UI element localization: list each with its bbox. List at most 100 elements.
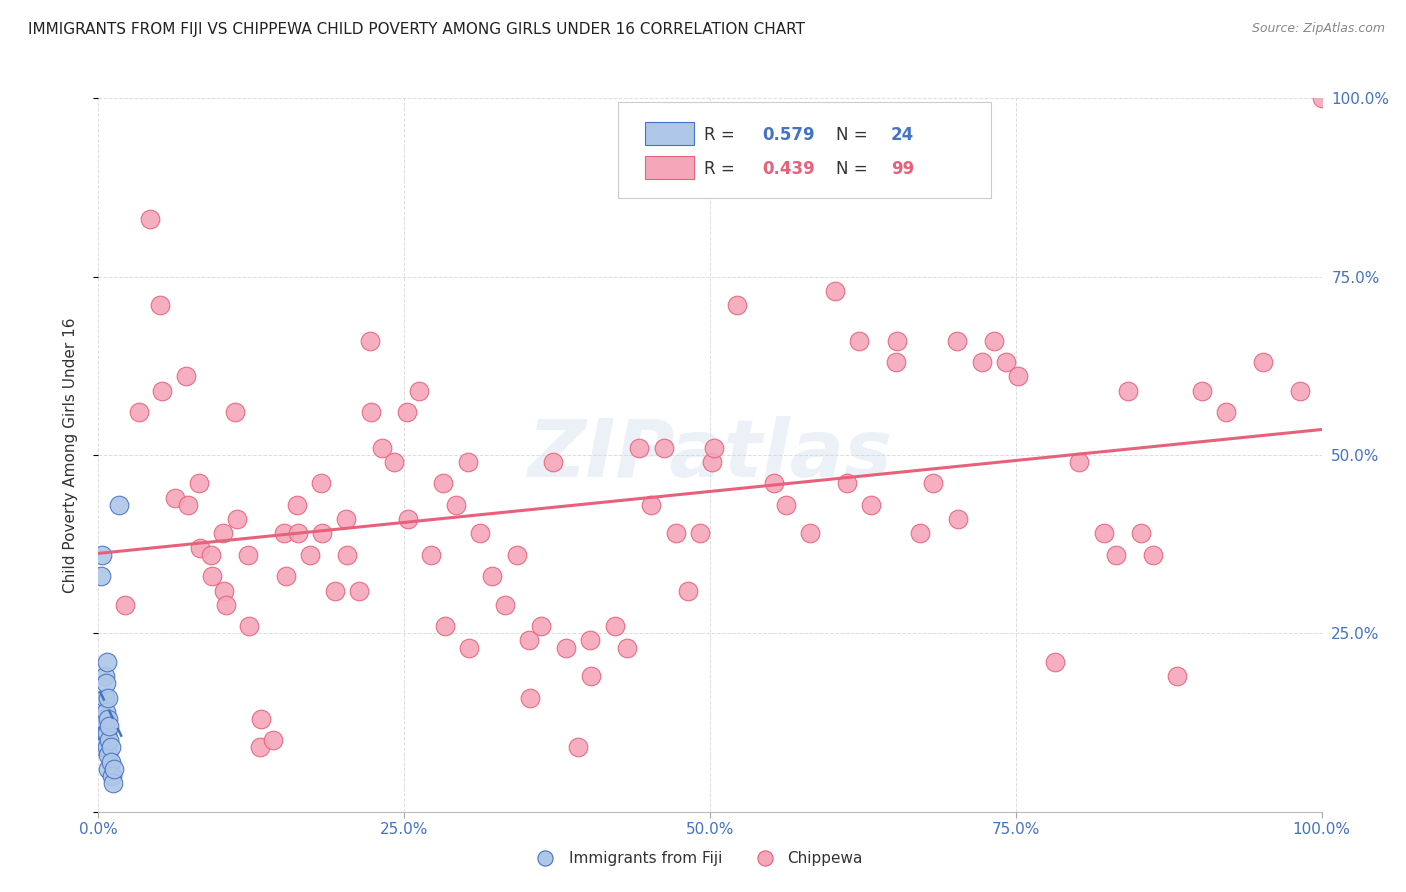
Point bbox=[948, 512, 970, 526]
Point bbox=[150, 384, 173, 398]
Text: R =: R = bbox=[704, 160, 740, 178]
Point bbox=[91, 548, 114, 562]
Point bbox=[273, 526, 295, 541]
Point bbox=[458, 640, 481, 655]
Point bbox=[98, 733, 121, 747]
Point bbox=[98, 719, 121, 733]
Point bbox=[1118, 384, 1140, 398]
Point bbox=[274, 569, 297, 583]
Point bbox=[567, 740, 589, 755]
Text: Chippewa: Chippewa bbox=[787, 851, 862, 865]
Point bbox=[1288, 384, 1310, 398]
Point bbox=[754, 851, 776, 865]
Point bbox=[91, 740, 114, 755]
Point bbox=[1142, 548, 1164, 562]
Point bbox=[860, 498, 883, 512]
Point bbox=[103, 762, 125, 776]
Point bbox=[554, 640, 576, 655]
Text: ZIPatlas: ZIPatlas bbox=[527, 416, 893, 494]
Point bbox=[236, 548, 259, 562]
Point bbox=[101, 776, 124, 790]
Point bbox=[534, 851, 557, 865]
Point bbox=[799, 526, 821, 541]
Point bbox=[139, 212, 162, 227]
Point bbox=[201, 569, 224, 583]
Point bbox=[165, 491, 187, 505]
Point bbox=[97, 762, 120, 776]
Point bbox=[506, 548, 529, 562]
Point bbox=[517, 633, 540, 648]
Point bbox=[1043, 655, 1066, 669]
Point bbox=[287, 526, 309, 541]
Point bbox=[848, 334, 870, 348]
Point bbox=[347, 583, 370, 598]
FancyBboxPatch shape bbox=[645, 156, 695, 178]
Point bbox=[371, 441, 394, 455]
Point bbox=[762, 476, 785, 491]
Point bbox=[481, 569, 503, 583]
Point bbox=[96, 740, 118, 755]
Point bbox=[94, 676, 117, 690]
Point bbox=[1129, 526, 1152, 541]
Text: 0.439: 0.439 bbox=[762, 160, 815, 178]
Point bbox=[581, 669, 603, 683]
Point bbox=[311, 526, 333, 541]
Text: N =: N = bbox=[837, 126, 873, 144]
Point bbox=[97, 712, 120, 726]
Point bbox=[519, 690, 541, 705]
Point bbox=[946, 334, 969, 348]
Point bbox=[468, 526, 491, 541]
Text: N =: N = bbox=[837, 160, 873, 178]
Point bbox=[824, 284, 846, 298]
Point bbox=[176, 369, 198, 384]
Point bbox=[616, 640, 638, 655]
Point bbox=[579, 633, 602, 648]
Point bbox=[299, 548, 322, 562]
Point bbox=[96, 655, 118, 669]
Point bbox=[212, 526, 235, 541]
Point bbox=[444, 498, 467, 512]
Point bbox=[628, 441, 651, 455]
Point bbox=[225, 512, 247, 526]
Point bbox=[703, 441, 725, 455]
Point bbox=[1092, 526, 1115, 541]
Point bbox=[603, 619, 626, 633]
Point bbox=[1191, 384, 1213, 398]
Point bbox=[108, 498, 131, 512]
Point bbox=[100, 755, 122, 769]
Point bbox=[200, 548, 222, 562]
Point bbox=[1007, 369, 1029, 384]
Point bbox=[323, 583, 346, 598]
Point bbox=[177, 498, 200, 512]
Point bbox=[262, 733, 284, 747]
Point bbox=[640, 498, 662, 512]
Text: R =: R = bbox=[704, 126, 740, 144]
Point bbox=[335, 512, 357, 526]
Point bbox=[336, 548, 359, 562]
Point bbox=[884, 355, 907, 369]
Point bbox=[249, 740, 271, 755]
Point bbox=[921, 476, 943, 491]
Point bbox=[432, 476, 454, 491]
Point bbox=[396, 512, 419, 526]
Point bbox=[238, 619, 260, 633]
Point bbox=[995, 355, 1018, 369]
Point bbox=[970, 355, 993, 369]
Point bbox=[702, 455, 724, 469]
Point bbox=[420, 548, 443, 562]
Point bbox=[97, 690, 120, 705]
Point bbox=[360, 405, 382, 419]
Text: 99: 99 bbox=[891, 160, 914, 178]
Point bbox=[886, 334, 908, 348]
Point bbox=[100, 740, 122, 755]
Point bbox=[494, 598, 516, 612]
Point bbox=[910, 526, 932, 541]
Point bbox=[543, 455, 565, 469]
Point bbox=[96, 726, 118, 740]
Point bbox=[1166, 669, 1188, 683]
Point bbox=[689, 526, 711, 541]
Point bbox=[93, 690, 115, 705]
Point bbox=[408, 384, 430, 398]
Point bbox=[433, 619, 456, 633]
Point bbox=[1069, 455, 1091, 469]
